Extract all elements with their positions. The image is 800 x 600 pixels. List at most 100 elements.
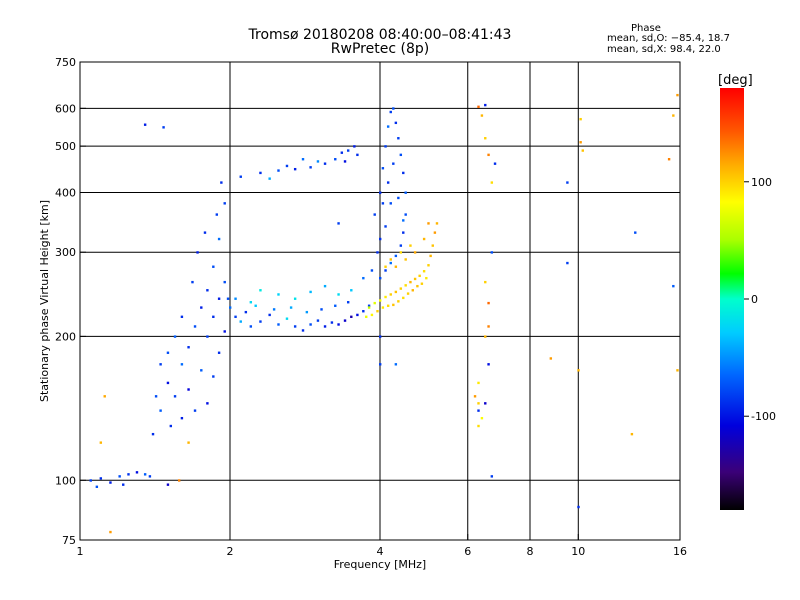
- data-point: [370, 313, 374, 317]
- data-point: [484, 335, 487, 338]
- phase-stats-heading: Phase: [631, 23, 661, 34]
- data-point: [206, 402, 209, 405]
- data-point: [193, 409, 197, 412]
- data-point: [154, 395, 158, 398]
- data-point: [392, 303, 395, 307]
- data-point: [367, 306, 371, 309]
- data-point: [215, 213, 219, 216]
- data-point: [406, 292, 410, 295]
- colorbar-ticks: 100 0 -100: [744, 176, 776, 423]
- data-point: [305, 310, 309, 314]
- data-point: [397, 137, 400, 140]
- data-point: [579, 141, 582, 144]
- colorbar: [720, 88, 744, 510]
- data-point: [389, 261, 392, 265]
- data-point: [159, 409, 162, 412]
- data-point: [346, 301, 350, 304]
- data-point: [480, 114, 484, 117]
- data-point: [384, 225, 387, 228]
- data-point: [379, 363, 382, 366]
- data-point: [404, 258, 407, 261]
- data-point: [381, 202, 385, 205]
- data-point: [484, 103, 487, 107]
- data-point: [169, 424, 173, 428]
- data-point: [379, 299, 382, 302]
- data-point: [350, 289, 353, 292]
- y-tick-label: 750: [55, 56, 76, 69]
- data-point: [277, 323, 280, 326]
- data-point: [676, 93, 679, 97]
- data-point: [301, 329, 305, 332]
- data-point: [427, 264, 430, 267]
- data-point: [477, 381, 480, 385]
- data-point: [487, 325, 490, 328]
- data-point: [212, 315, 215, 319]
- data-point: [413, 251, 417, 254]
- data-point: [320, 308, 323, 311]
- data-point: [187, 388, 190, 391]
- data-point: [229, 306, 232, 309]
- x-tick-label: 16: [673, 545, 687, 558]
- data-point: [381, 167, 385, 170]
- x-tick-label: 1: [77, 545, 84, 558]
- data-point: [367, 304, 371, 307]
- data-point: [309, 166, 312, 169]
- data-point: [376, 310, 379, 313]
- data-point: [337, 323, 340, 326]
- data-point: [404, 213, 407, 216]
- data-point: [212, 265, 215, 268]
- data-point: [422, 270, 426, 273]
- data-point: [200, 369, 203, 372]
- data-point: [259, 320, 262, 323]
- y-tick-label: 400: [55, 186, 76, 199]
- colorbar-label: [deg]: [718, 73, 753, 88]
- data-point: [316, 160, 320, 163]
- data-point: [370, 269, 374, 272]
- data-point: [477, 105, 480, 109]
- data-point: [289, 306, 293, 309]
- data-point: [343, 319, 347, 322]
- data-point: [379, 191, 382, 194]
- data-point: [404, 191, 407, 194]
- data-point: [386, 125, 390, 128]
- data-point: [397, 196, 400, 200]
- data-point: [477, 409, 480, 412]
- data-point: [334, 304, 337, 307]
- y-tick-label: 200: [55, 330, 76, 343]
- data-point: [577, 505, 580, 509]
- data-point: [579, 117, 582, 121]
- data-point: [234, 315, 237, 319]
- data-point: [191, 280, 194, 284]
- data-point: [180, 416, 184, 420]
- y-tick-label: 300: [55, 246, 76, 259]
- data-point: [634, 231, 637, 234]
- data-point: [399, 153, 403, 157]
- data-point: [356, 313, 359, 317]
- data-point: [392, 107, 395, 110]
- data-point: [409, 280, 412, 284]
- data-point: [166, 381, 170, 385]
- data-point: [340, 151, 344, 154]
- colorbar-tick-label: 0: [751, 293, 758, 306]
- data-point: [127, 473, 130, 476]
- data-point: [285, 317, 289, 320]
- data-point: [226, 297, 230, 300]
- data-point: [566, 261, 569, 265]
- data-point: [480, 416, 484, 420]
- data-point: [346, 149, 350, 152]
- data-point: [394, 363, 398, 366]
- data-point: [581, 149, 584, 152]
- data-point: [254, 304, 257, 307]
- data-point: [373, 213, 376, 216]
- data-point: [177, 479, 181, 482]
- data-point: [402, 219, 405, 222]
- data-point: [309, 290, 312, 294]
- data-point: [148, 475, 152, 478]
- data-point: [103, 395, 106, 398]
- colorbar-tick-label: 100: [751, 176, 772, 189]
- data-point: [180, 315, 184, 319]
- data-point: [268, 177, 271, 180]
- data-point: [389, 258, 392, 261]
- colorbar-tick-label: -100: [751, 410, 776, 423]
- data-point: [384, 269, 387, 272]
